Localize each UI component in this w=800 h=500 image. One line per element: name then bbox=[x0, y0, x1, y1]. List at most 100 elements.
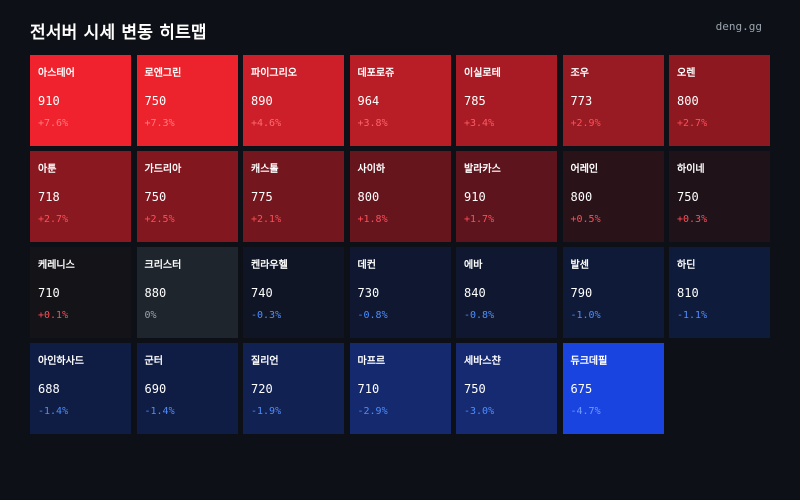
server-name: 세바스챤 bbox=[464, 356, 501, 367]
server-price: 800 bbox=[357, 190, 380, 204]
heatmap-cell[interactable]: 아툰 718 +2.7% bbox=[30, 151, 131, 242]
heatmap-cell[interactable]: 조우 773 +2.9% bbox=[562, 55, 664, 146]
page-header: 전서버 시세 변동 히트맵 deng.gg bbox=[30, 16, 770, 43]
heatmap-cell[interactable]: 세바스챤 750 -3.0% bbox=[456, 343, 557, 434]
server-price: 750 bbox=[464, 382, 486, 396]
server-name: 오렌 bbox=[677, 68, 696, 79]
server-price: 800 bbox=[570, 190, 593, 204]
heatmap-cell[interactable]: 이실로테 785 +3.4% bbox=[456, 55, 557, 146]
server-name: 캐스톨 bbox=[251, 164, 279, 175]
server-price: 710 bbox=[357, 382, 380, 396]
server-name: 어레인 bbox=[570, 164, 599, 175]
server-name: 아스테어 bbox=[38, 68, 75, 79]
server-change: -1.4% bbox=[144, 406, 175, 417]
heatmap-cell[interactable]: 듀크데필 675 -4.7% bbox=[562, 343, 664, 434]
brand-label: deng.gg bbox=[715, 20, 762, 33]
server-name: 하딘 bbox=[677, 260, 696, 271]
server-price: 964 bbox=[357, 94, 380, 108]
server-price: 718 bbox=[38, 190, 60, 204]
heatmap-cell[interactable]: 하딘 810 -1.1% bbox=[669, 247, 770, 338]
server-name: 파이그리오 bbox=[251, 68, 297, 79]
server-change: -1.4% bbox=[38, 406, 69, 417]
server-change: +2.7% bbox=[38, 214, 69, 225]
server-name: 로엔그린 bbox=[144, 68, 182, 79]
heatmap-cell[interactable]: 사이하 800 +1.8% bbox=[349, 151, 451, 242]
heatmap-cell[interactable]: 데컨 730 -0.8% bbox=[349, 247, 451, 338]
server-price: 790 bbox=[570, 286, 593, 300]
server-name: 사이하 bbox=[357, 164, 386, 175]
server-change: -1.0% bbox=[570, 310, 601, 321]
server-change: +0.3% bbox=[677, 214, 708, 225]
server-name: 켄라우헬 bbox=[251, 260, 288, 271]
server-change: -2.9% bbox=[357, 406, 388, 417]
page-title: 전서버 시세 변동 히트맵 bbox=[30, 23, 207, 43]
heatmap-cell[interactable]: 켄라우헬 740 -0.3% bbox=[243, 247, 344, 338]
server-change: -0.3% bbox=[251, 310, 282, 321]
heatmap-cell[interactable]: 파이그리오 890 +4.6% bbox=[243, 55, 344, 146]
server-name: 마프르 bbox=[357, 356, 386, 367]
heatmap-cell[interactable]: 데포로쥬 964 +3.8% bbox=[349, 55, 451, 146]
heatmap-cell[interactable]: 아스테어 910 +7.6% bbox=[30, 55, 131, 146]
heatmap-cell[interactable]: 발라카스 910 +1.7% bbox=[456, 151, 557, 242]
heatmap-cell[interactable]: 캐스톨 775 +2.1% bbox=[243, 151, 344, 242]
server-change: +2.9% bbox=[570, 118, 601, 129]
server-price: 720 bbox=[251, 382, 273, 396]
server-change: +3.8% bbox=[357, 118, 388, 129]
server-change: -1.1% bbox=[677, 310, 708, 321]
server-change: -0.8% bbox=[464, 310, 495, 321]
server-name: 데포로쥬 bbox=[357, 68, 395, 79]
server-price: 690 bbox=[144, 382, 167, 396]
heatmap-cell[interactable]: 어레인 800 +0.5% bbox=[562, 151, 664, 242]
server-price: 750 bbox=[677, 190, 699, 204]
server-name: 조우 bbox=[570, 68, 589, 79]
server-price: 880 bbox=[144, 286, 167, 300]
server-price: 775 bbox=[251, 190, 273, 204]
server-name: 에바 bbox=[464, 260, 483, 271]
server-change: -3.0% bbox=[464, 406, 495, 417]
server-price: 675 bbox=[570, 382, 593, 396]
server-name: 군터 bbox=[144, 356, 163, 367]
server-price: 910 bbox=[464, 190, 486, 204]
server-change: +3.4% bbox=[464, 118, 495, 129]
server-price: 750 bbox=[144, 190, 167, 204]
server-change: +4.6% bbox=[251, 118, 282, 129]
server-change: +2.1% bbox=[251, 214, 282, 225]
heatmap-cell[interactable]: 오렌 800 +2.7% bbox=[669, 55, 770, 146]
server-name: 아툰 bbox=[38, 164, 57, 175]
server-change: +1.7% bbox=[464, 214, 495, 225]
server-price: 810 bbox=[677, 286, 699, 300]
server-price: 688 bbox=[38, 382, 60, 396]
server-name: 하이네 bbox=[677, 164, 705, 175]
server-price: 750 bbox=[144, 94, 167, 108]
heatmap-cell[interactable]: 마프르 710 -2.9% bbox=[349, 343, 451, 434]
server-name: 케레니스 bbox=[38, 260, 75, 271]
server-price: 710 bbox=[38, 286, 60, 300]
server-change: +2.7% bbox=[677, 118, 708, 129]
server-price: 773 bbox=[570, 94, 593, 108]
heatmap-cell[interactable]: 하이네 750 +0.3% bbox=[669, 151, 770, 242]
server-change: +2.5% bbox=[144, 214, 175, 225]
heatmap-cell[interactable]: 군터 690 -1.4% bbox=[136, 343, 238, 434]
heatmap-grid: 아스테어 910 +7.6% 로엔그린 750 +7.3% 파이그리오 890 +4.6% 데포로… bbox=[30, 55, 770, 434]
server-change: -4.7% bbox=[570, 406, 601, 417]
heatmap-cell[interactable]: 질리언 720 -1.9% bbox=[243, 343, 344, 434]
heatmap-cell[interactable]: 가드리아 750 +2.5% bbox=[136, 151, 238, 242]
server-name: 질리언 bbox=[251, 356, 279, 367]
server-name: 이실로테 bbox=[464, 68, 501, 79]
heatmap-cell[interactable]: 에바 840 -0.8% bbox=[456, 247, 557, 338]
server-change: 0% bbox=[144, 310, 157, 321]
heatmap-cell[interactable]: 크리스터 880 0% bbox=[136, 247, 238, 338]
server-name: 크리스터 bbox=[144, 260, 182, 271]
server-change: -0.8% bbox=[357, 310, 388, 321]
heatmap-cell[interactable]: 아인하사드 688 -1.4% bbox=[30, 343, 131, 434]
server-name: 듀크데필 bbox=[570, 356, 608, 367]
server-change: +0.5% bbox=[570, 214, 601, 225]
server-price: 890 bbox=[251, 94, 273, 108]
heatmap-cell[interactable]: 케레니스 710 +0.1% bbox=[30, 247, 131, 338]
server-name: 가드리아 bbox=[144, 164, 182, 175]
server-change: -1.9% bbox=[251, 406, 282, 417]
server-price: 740 bbox=[251, 286, 273, 300]
heatmap-cell[interactable]: 로엔그린 750 +7.3% bbox=[136, 55, 238, 146]
heatmap-cell[interactable]: 발센 790 -1.0% bbox=[562, 247, 664, 338]
server-change: +7.6% bbox=[38, 118, 69, 129]
